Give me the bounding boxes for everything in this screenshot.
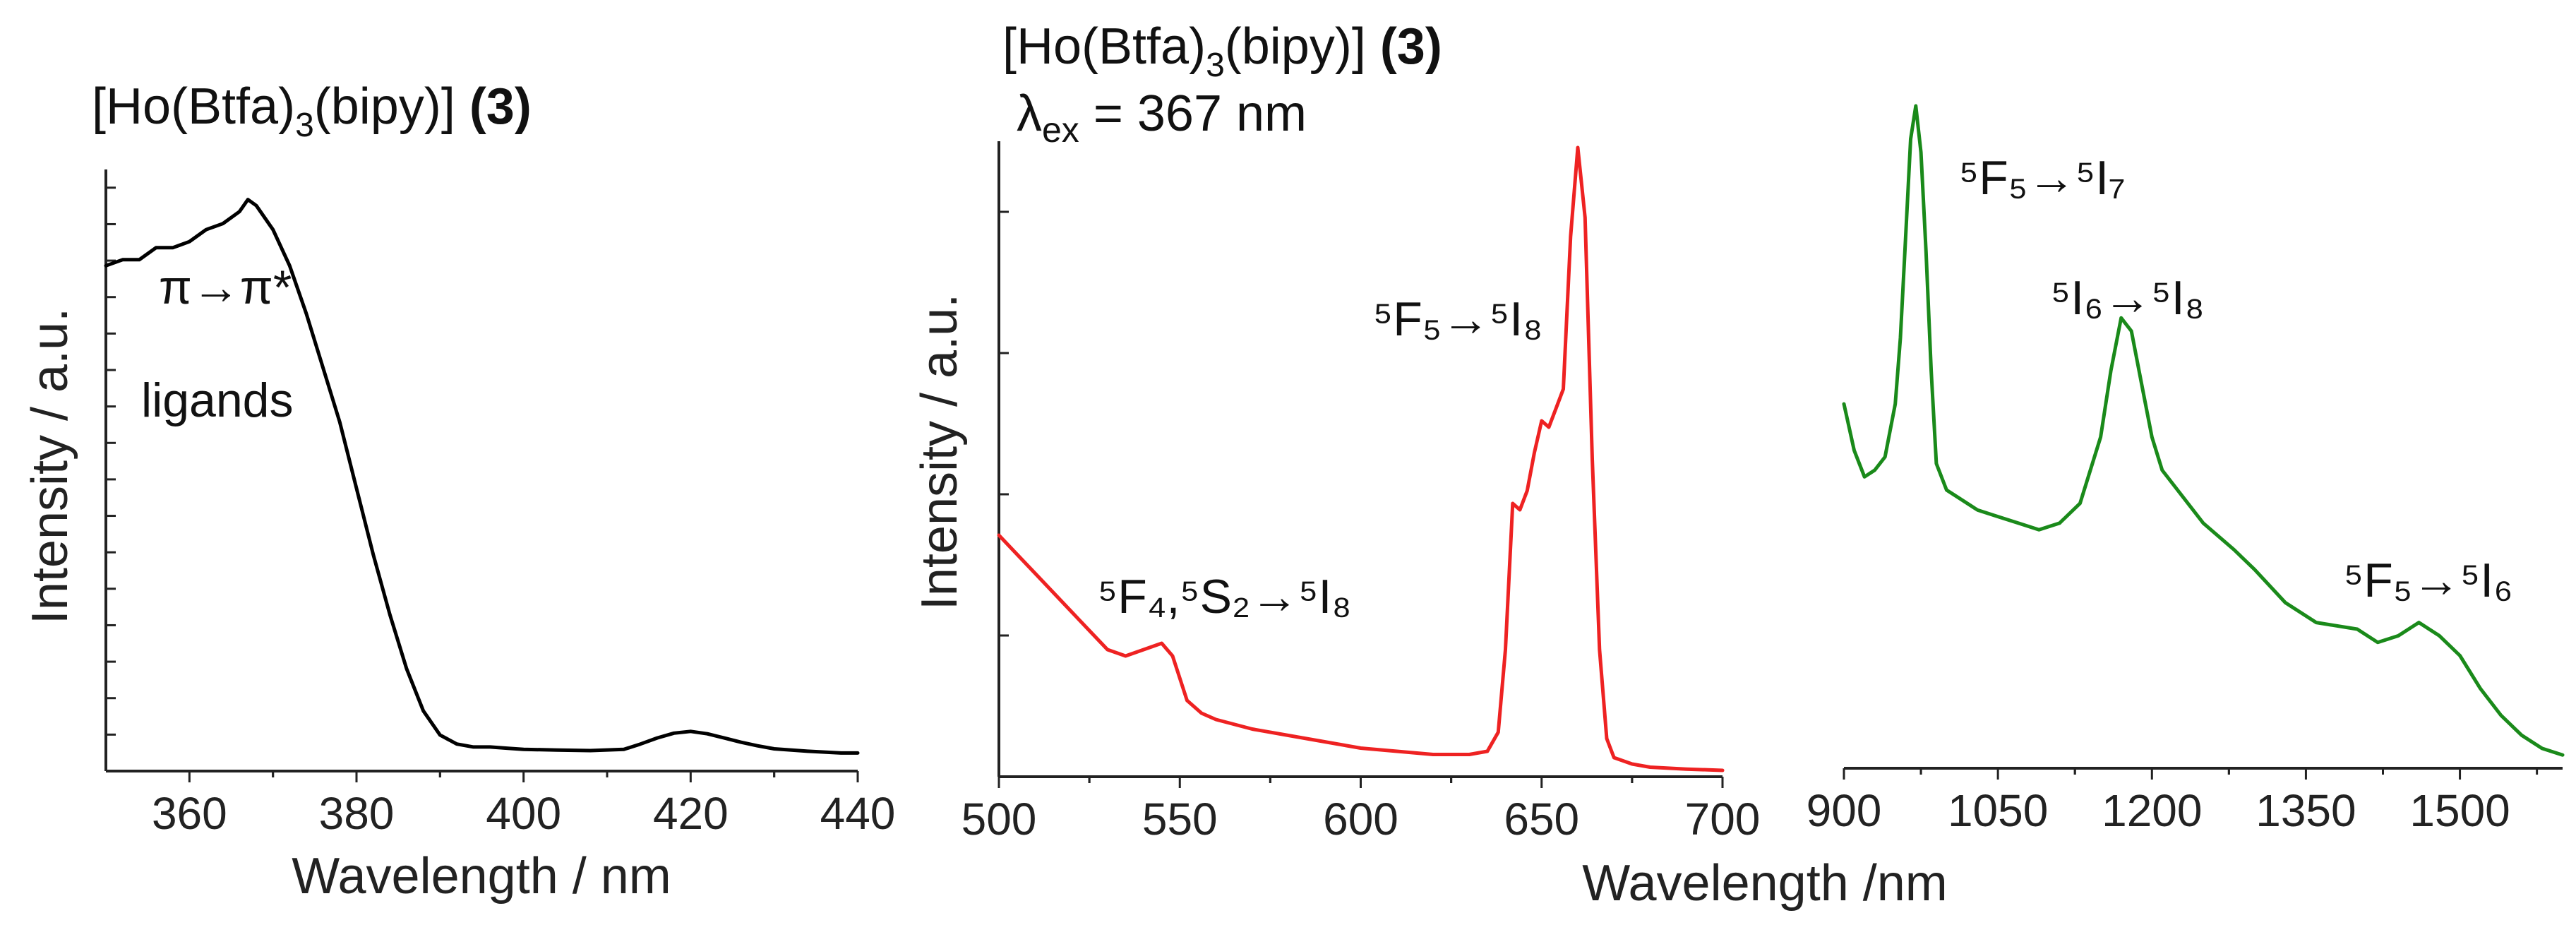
x-tick-label: 380 bbox=[319, 788, 395, 839]
panel-a-x-ticks: 360 380 400 420 440 bbox=[152, 771, 895, 839]
nir-emission-line bbox=[1842, 104, 2565, 757]
x-tick-label: 1500 bbox=[2409, 785, 2510, 836]
x-tick-label: 550 bbox=[1142, 794, 1218, 845]
x-tick-label: 420 bbox=[653, 788, 729, 839]
pi-pi-star-annotation: π→π* bbox=[159, 261, 292, 314]
x-tick-label: 600 bbox=[1323, 794, 1398, 845]
panel-b-y-label: Intensity / a.u. bbox=[911, 294, 968, 610]
panel-a-title: [Ho(Btfa)3(bipy)] (3) bbox=[92, 78, 532, 144]
panel-excitation: [Ho(Btfa)3(bipy)] (3) 360 380 400 420 440 In… bbox=[22, 78, 895, 905]
visible-emission-line bbox=[997, 145, 1725, 772]
x-tick-label: 700 bbox=[1685, 794, 1761, 845]
panel-emission-visible: [Ho(Btfa)3(bipy)] (3) λex = 367 nm 500 55… bbox=[911, 18, 1760, 845]
x-tick-label: 500 bbox=[961, 794, 1037, 845]
panel-a-y-label: Intensity / a.u. bbox=[22, 308, 78, 624]
x-tick-label: 900 bbox=[1807, 785, 1882, 836]
annotation-f5-i7: ⁵F₅→⁵I₇ bbox=[1959, 151, 2126, 205]
panel-c-x-ticks: 900 1050 1200 1350 1500 bbox=[1807, 768, 2539, 836]
panel-b-title: [Ho(Btfa)3(bipy)] (3) bbox=[1002, 18, 1442, 84]
x-tick-label: 400 bbox=[486, 788, 561, 839]
x-tick-label: 1200 bbox=[2102, 785, 2202, 836]
x-tick-label: 1350 bbox=[2256, 785, 2356, 836]
annotation-f5-i8: ⁵F₅→⁵I₈ bbox=[1373, 292, 1542, 346]
annotation-i6-i8: ⁵I₆→⁵I₈ bbox=[2051, 271, 2205, 325]
annotation-f5-i6: ⁵F₅→⁵I₆ bbox=[2344, 554, 2513, 607]
panel-emission-nir: 900 1050 1200 1350 1500 ⁵F₅→⁵I₇ ⁵I₆→⁵I₈ ⁵F₅→… bbox=[1807, 104, 2565, 836]
panel-a-y-minor-ticks bbox=[106, 186, 116, 736]
ligands-annotation: ligands bbox=[141, 374, 294, 427]
panel-b-y-minor-ticks bbox=[999, 210, 1009, 637]
panel-b-x-ticks: 500 550 600 650 700 bbox=[961, 777, 1761, 845]
x-tick-label: 440 bbox=[820, 788, 896, 839]
x-tick-label: 650 bbox=[1504, 794, 1579, 845]
annotation-f4s2-i8: ⁵F₄,⁵S₂→⁵I₈ bbox=[1098, 570, 1352, 623]
excitation-wavelength-label: λex = 367 nm bbox=[1017, 85, 1307, 150]
shared-x-label: Wavelength /nm bbox=[1582, 855, 1948, 912]
excitation-spectrum-line bbox=[104, 198, 860, 755]
x-tick-label: 360 bbox=[152, 788, 227, 839]
panel-a-x-label: Wavelength / nm bbox=[292, 848, 671, 905]
x-tick-label: 1050 bbox=[1948, 785, 2048, 836]
